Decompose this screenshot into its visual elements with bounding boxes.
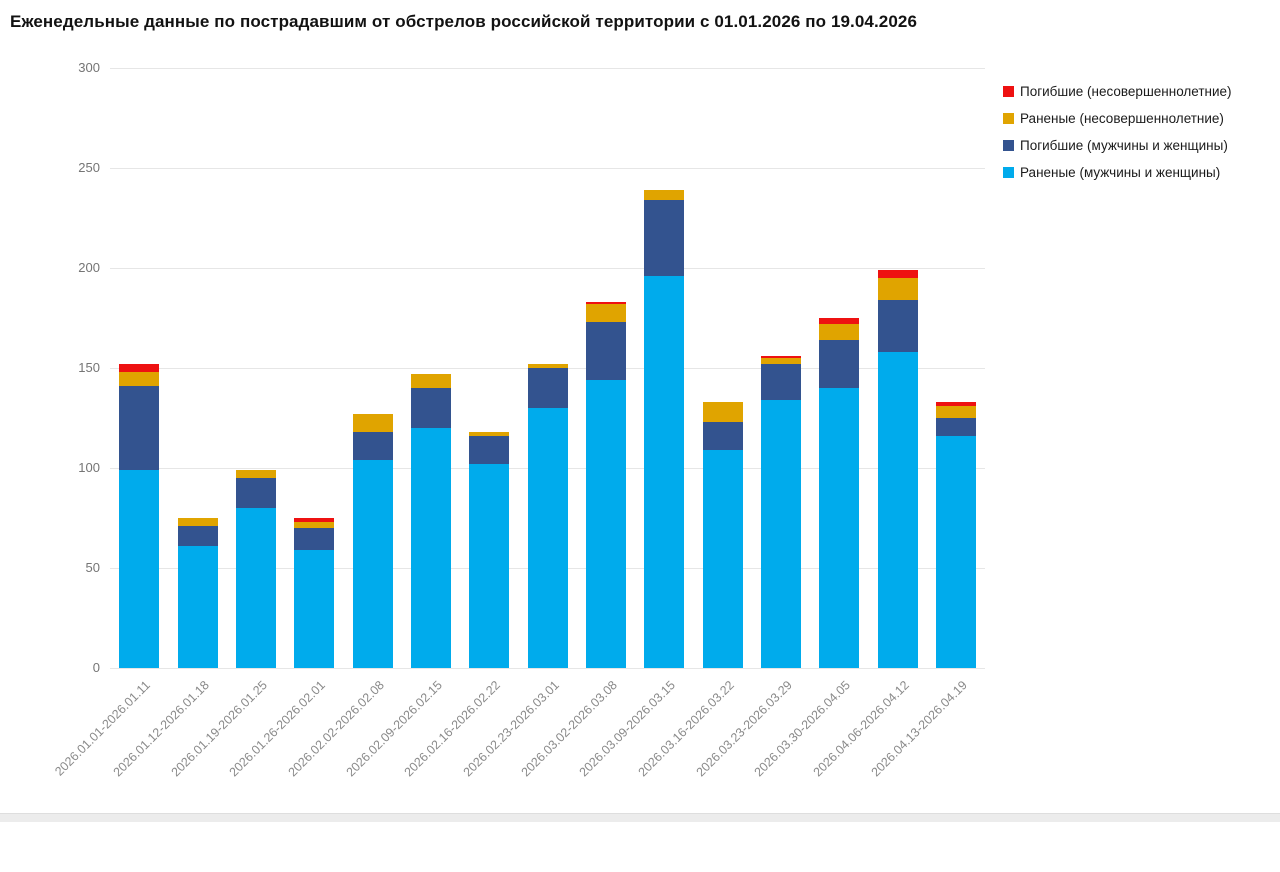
x-tick-label: 2026.01.01-2026.01.11 [52,678,154,779]
bar-segment [527,364,568,368]
bar-segment [877,352,918,668]
bar-2026.03.02-2026.03.08 [585,68,626,668]
bar-segment [819,388,860,668]
bar-segment [935,406,976,418]
legend-label: Раненые (мужчины и женщины) [1020,164,1221,180]
bar-segment [177,526,218,546]
bar-segment [527,408,568,668]
legend-swatch-icon [1003,112,1014,124]
bar-2026.03.23-2026.03.29 [760,68,801,668]
gridline-y-250 [110,167,985,169]
y-tick-label: 300 [78,60,100,75]
bar-segment [877,270,918,278]
bar-segment [294,522,335,528]
bar-segment [294,518,335,522]
bar-segment [819,324,860,340]
bar-segment [119,372,160,386]
legend-swatch-icon [1003,166,1014,178]
bar-segment [352,432,393,460]
bar-segment [760,358,801,364]
bar-segment [644,276,685,668]
bar-2026.02.02-2026.02.08 [352,68,393,668]
bar-segment [935,436,976,668]
bar-segment [352,414,393,432]
bar-segment [119,364,160,372]
legend-item: Погибшие (мужчины и женщины) [1003,137,1232,153]
bar-2026.03.09-2026.03.15 [644,68,685,668]
y-tick-label: 0 [92,660,100,675]
y-tick-label: 150 [78,360,100,375]
y-tick-label: 250 [78,160,100,175]
legend-swatch-icon [1003,139,1014,151]
bar-segment [527,368,568,408]
bar-2026.03.30-2026.04.05 [819,68,860,668]
y-tick-label: 50 [85,560,100,575]
chart-page: { "title": "Еженедельные данные по постр… [0,12,1280,822]
plot-area: 0 50 100 150 200 250 300 2026.01.01-2026.01.11 2… [52,60,985,779]
bar-segment [294,528,335,550]
bar-segment [119,386,160,470]
bar-segment [469,432,510,436]
bar-segment [760,356,801,358]
bar-segment [935,418,976,436]
legend-swatch-icon [1003,85,1014,97]
bar-segment [235,478,276,508]
bar-segment [235,508,276,668]
legend-item: Раненые (несовершеннолетние) [1003,110,1232,126]
bar-segment [177,546,218,668]
legend-item: Погибшие (несовершеннолетние) [1003,83,1232,99]
bar-2026.02.23-2026.03.01 [527,68,568,668]
y-tick-label: 200 [78,260,100,275]
bar-segment [410,374,451,388]
bar-segment [410,428,451,668]
bar-segment [877,278,918,300]
bar-2026.04.06-2026.04.12 [877,68,918,668]
bar-2026.02.09-2026.02.15 [410,68,451,668]
legend: Погибшие (несовершеннолетние) Раненые (не… [1003,84,1232,192]
bar-segment [702,402,743,422]
bar-2026.01.12-2026.01.18 [177,68,218,668]
bar-2026.01.19-2026.01.25 [235,68,276,668]
gridline-y-0 [110,667,985,669]
bar-segment [177,518,218,526]
legend-label: Раненые (несовершеннолетние) [1020,110,1224,126]
bar-segment [702,422,743,450]
bar-segment [469,464,510,668]
bar-segment [235,470,276,478]
bar-segment [702,450,743,668]
bar-segment [877,300,918,352]
bar-segment [585,322,626,380]
legend-item: Раненые (мужчины и женщины) [1003,164,1232,180]
bar-segment [819,340,860,388]
bar-segment [819,318,860,324]
bar-2026.04.13-2026.04.19 [935,68,976,668]
bar-segment [585,302,626,304]
bar-segment [644,200,685,276]
bar-segment [644,190,685,200]
bar-segment [585,380,626,668]
bar-2026.02.16-2026.02.22 [469,68,510,668]
gridline-y-300 [110,67,985,69]
bar-segment [760,400,801,668]
chart-title: Еженедельные данные по пострадавшим от о… [10,12,918,31]
legend-label: Погибшие (мужчины и женщины) [1020,137,1228,153]
bar-segment [585,304,626,322]
bar-2026.03.16-2026.03.22 [702,68,743,668]
legend-label: Погибшие (несовершеннолетние) [1020,83,1232,99]
bar-segment [760,364,801,400]
bar-segment [935,402,976,406]
bar-segment [294,550,335,668]
bar-segment [410,388,451,428]
bar-2026.01.01-2026.01.11 [119,68,160,668]
bar-segment [469,436,510,464]
bottom-scrollbar-track [0,813,1280,822]
y-tick-label: 100 [78,460,100,475]
bar-segment [352,460,393,668]
bar-segment [119,470,160,668]
bar-2026.01.26-2026.02.01 [294,68,335,668]
gridline-y-200 [110,267,985,269]
